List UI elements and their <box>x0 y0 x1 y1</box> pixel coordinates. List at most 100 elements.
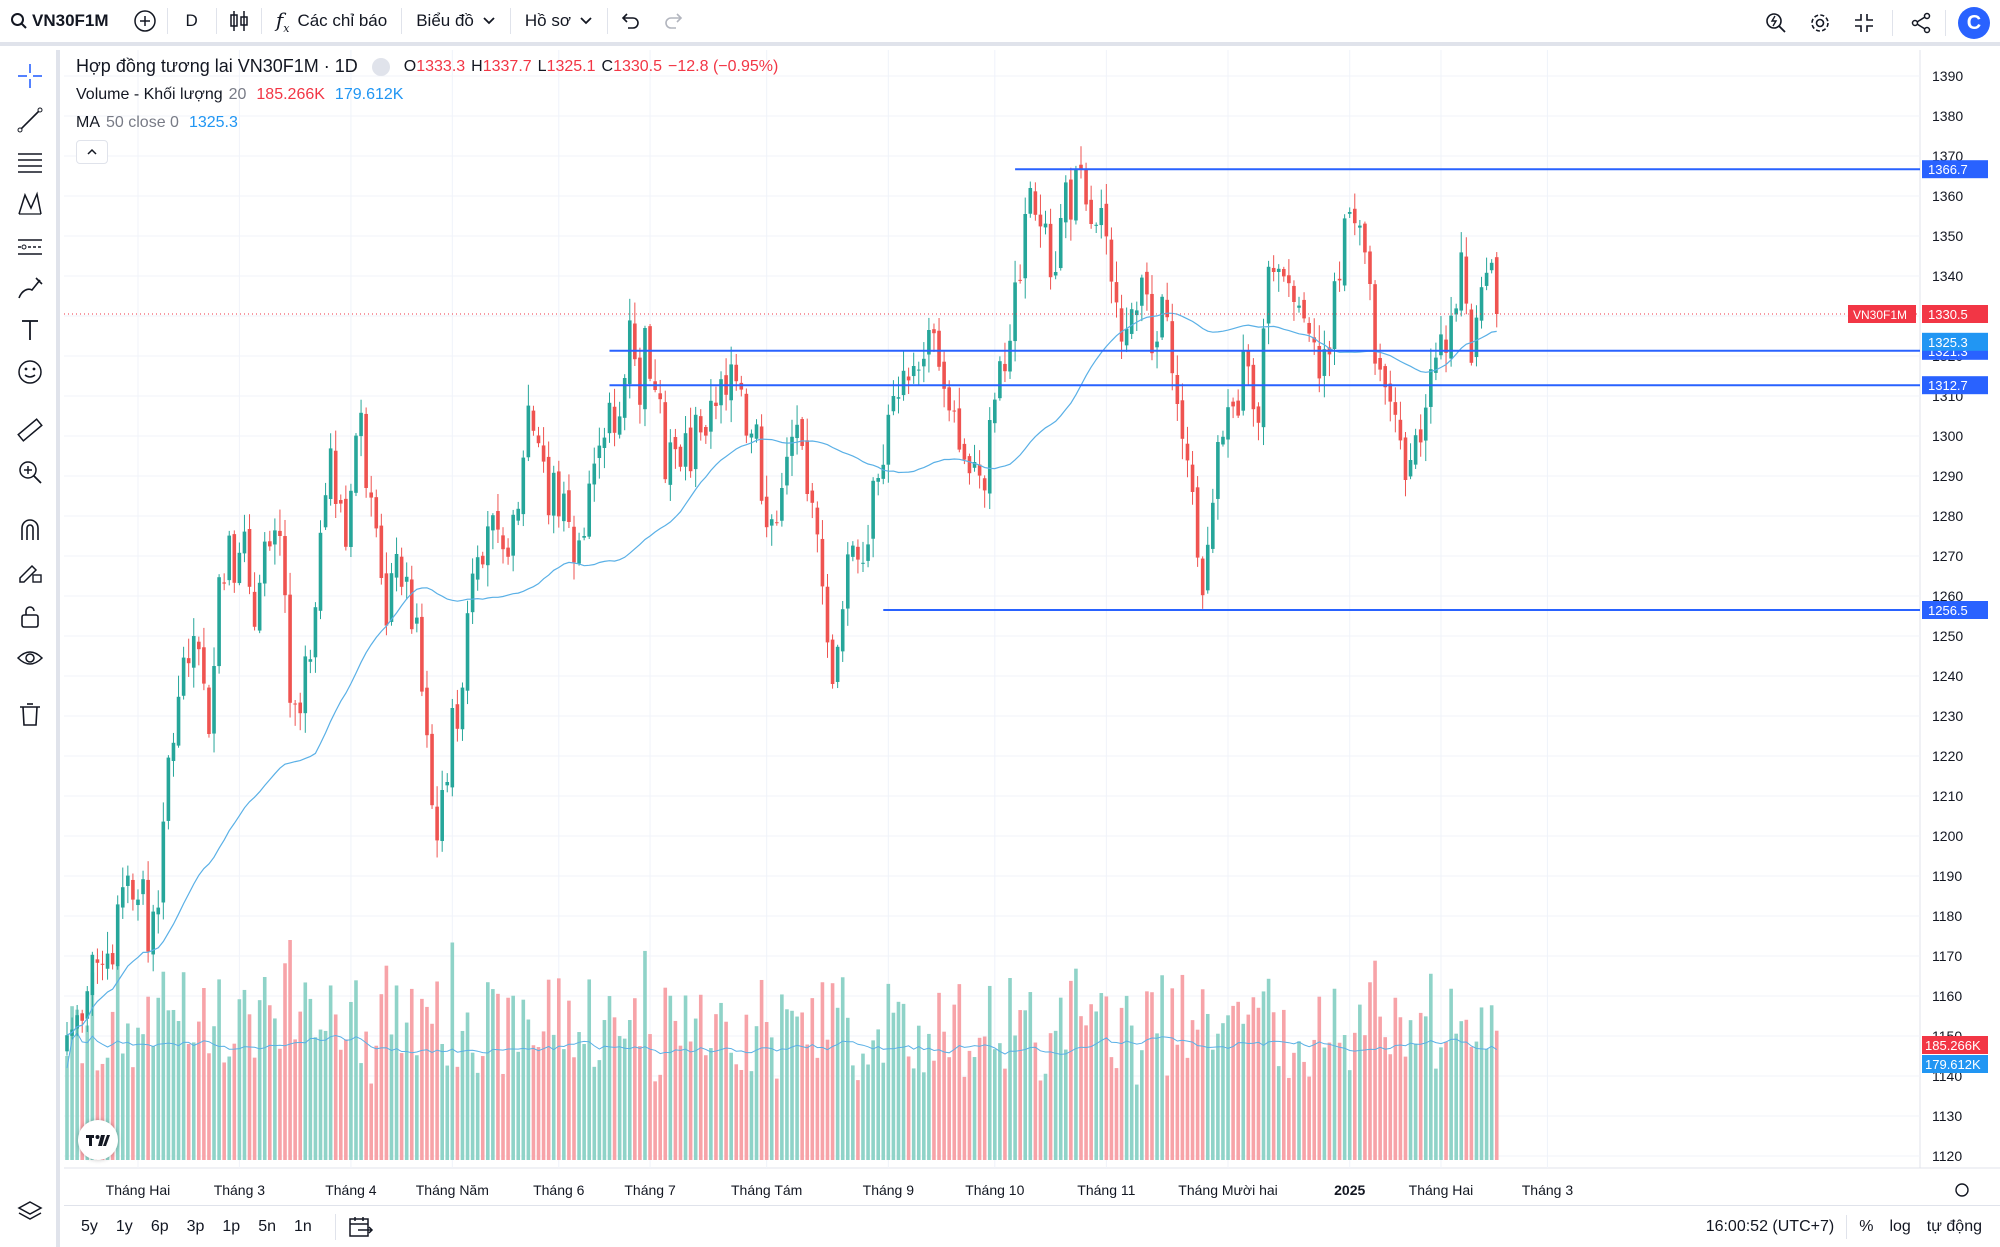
undo-button[interactable] <box>608 0 652 44</box>
volume-bar <box>1352 1032 1357 1160</box>
chart-type-button[interactable] <box>217 0 261 44</box>
time-tick-label: Tháng 6 <box>533 1182 585 1198</box>
time-tick-label: Tháng 4 <box>325 1182 377 1198</box>
ma-value: 1325.3 <box>188 114 238 131</box>
volume-bar <box>268 1005 272 1160</box>
log-toggle[interactable]: log <box>1889 1217 1911 1235</box>
range-button-1p[interactable]: 1p <box>222 1217 241 1235</box>
volume-bar <box>354 980 358 1160</box>
function-icon: fx <box>275 7 290 35</box>
divider <box>607 8 608 34</box>
candle-body <box>1246 351 1251 367</box>
fullscreen-button[interactable] <box>1842 0 1886 46</box>
candle-body <box>526 405 531 458</box>
range-button-1y[interactable]: 1y <box>115 1217 133 1235</box>
auto-toggle[interactable]: tự động <box>1926 1217 1982 1235</box>
indicators-button[interactable]: fx Các chỉ báo <box>262 0 401 44</box>
volume-bar <box>1454 1033 1458 1160</box>
horizontal-lines-tool[interactable] <box>12 144 48 180</box>
time-tick-label: Tháng 9 <box>863 1182 915 1198</box>
price-tick-label: 1170 <box>1932 948 1962 964</box>
volume-bar <box>982 1036 987 1160</box>
zoom-in-tool[interactable] <box>12 454 48 490</box>
lock-all-tool[interactable] <box>12 598 48 634</box>
quick-search-button[interactable] <box>1754 0 1798 46</box>
volume-bar <box>1003 1068 1007 1160</box>
percent-toggle[interactable]: % <box>1859 1217 1874 1235</box>
horizontal-lines[interactable] <box>64 168 1920 611</box>
volume-bar <box>830 983 835 1160</box>
volume-bar <box>932 1060 936 1160</box>
volume-title: Volume - Khối lượng <box>76 86 223 103</box>
volume-bar <box>1145 991 1149 1160</box>
price-tick-label: 1370 <box>1932 148 1963 164</box>
candle-body <box>754 424 759 439</box>
candles <box>65 146 1499 1056</box>
share-button[interactable] <box>1899 0 1943 46</box>
object-tree-button[interactable] <box>12 1194 48 1230</box>
range-button-5y[interactable]: 5y <box>81 1217 98 1235</box>
candle-body <box>1469 309 1474 363</box>
volume-bar <box>891 1012 896 1160</box>
candle-body <box>1175 374 1180 404</box>
redo-button[interactable] <box>652 0 696 44</box>
interval-button[interactable]: D <box>168 0 216 44</box>
date-range-button[interactable] <box>334 1213 374 1240</box>
range-button-6p[interactable]: 6p <box>150 1217 169 1235</box>
volume-bar <box>927 1033 931 1160</box>
range-button-1n[interactable]: 1n <box>294 1217 312 1235</box>
add-symbol-button[interactable] <box>123 0 167 44</box>
profile-menu-button[interactable]: Hồ sơ <box>511 0 607 44</box>
text-tool[interactable] <box>12 312 48 348</box>
brand-logo[interactable]: C <box>1958 7 1990 39</box>
chart-menu-button[interactable]: Biểu đồ <box>402 0 510 44</box>
price-chart[interactable]: 1120113011401150116011701180119012001210… <box>64 50 2000 1205</box>
magnet-tool[interactable] <box>12 512 48 548</box>
candle-body <box>567 490 571 522</box>
delete-drawings-tool[interactable] <box>12 696 48 732</box>
range-button-3p[interactable]: 3p <box>186 1217 205 1235</box>
low-value: 1325.1 <box>546 57 596 75</box>
projection-tool[interactable] <box>12 228 48 264</box>
price-tick-label: 1280 <box>1932 508 1963 524</box>
volume-bar <box>1231 1005 1235 1160</box>
volume-bar <box>1241 1023 1246 1160</box>
trendline-tool[interactable] <box>12 102 48 138</box>
candle-body <box>146 879 150 952</box>
legend-dot-icon <box>371 57 390 76</box>
time-display[interactable]: 16:00:52 (UTC+7) <box>1705 1217 1835 1235</box>
settings-button[interactable] <box>1798 0 1842 46</box>
candle-body <box>1454 308 1458 315</box>
ma-price-bg <box>1922 332 1988 351</box>
hide-drawings-tool[interactable] <box>12 640 48 676</box>
candle-body <box>932 329 936 334</box>
volume-bar <box>688 1041 693 1160</box>
candle-body <box>496 511 500 530</box>
tv-logo[interactable] <box>78 1120 118 1160</box>
emoji-tool[interactable] <box>12 354 48 390</box>
candle-body <box>815 507 820 535</box>
volume-bar <box>1423 1016 1428 1160</box>
chart-menu-label: Biểu đồ <box>416 11 474 30</box>
measure-tool[interactable] <box>12 412 48 448</box>
candle-body <box>420 616 424 692</box>
volume-bar <box>967 1050 972 1160</box>
candle-body <box>977 464 982 476</box>
crosshair-tool[interactable] <box>12 58 48 94</box>
volume-bar <box>769 1037 774 1160</box>
price-axis[interactable]: 1120113011401150116011701180119012001210… <box>1848 68 1988 1164</box>
volume-bar <box>709 1048 713 1160</box>
candle-body <box>1241 351 1246 411</box>
time-tick-label: Tháng 7 <box>624 1182 676 1198</box>
time-axis[interactable]: Tháng Hai Tháng 3 Tháng 4 Tháng Năm Tháng 6 T… <box>106 1182 1969 1198</box>
volume-bar <box>197 1021 201 1160</box>
range-button-5n[interactable]: 5n <box>258 1217 276 1235</box>
volume-bar <box>1160 975 1164 1160</box>
candle-body <box>825 586 830 643</box>
pattern-tool[interactable] <box>12 186 48 222</box>
lock-drawing-tool[interactable] <box>12 554 48 590</box>
volume-bar <box>911 1068 916 1160</box>
symbol-search[interactable]: VN30F1M <box>0 0 123 44</box>
brush-tool[interactable] <box>12 270 48 306</box>
collapse-legend-button[interactable] <box>76 140 108 164</box>
